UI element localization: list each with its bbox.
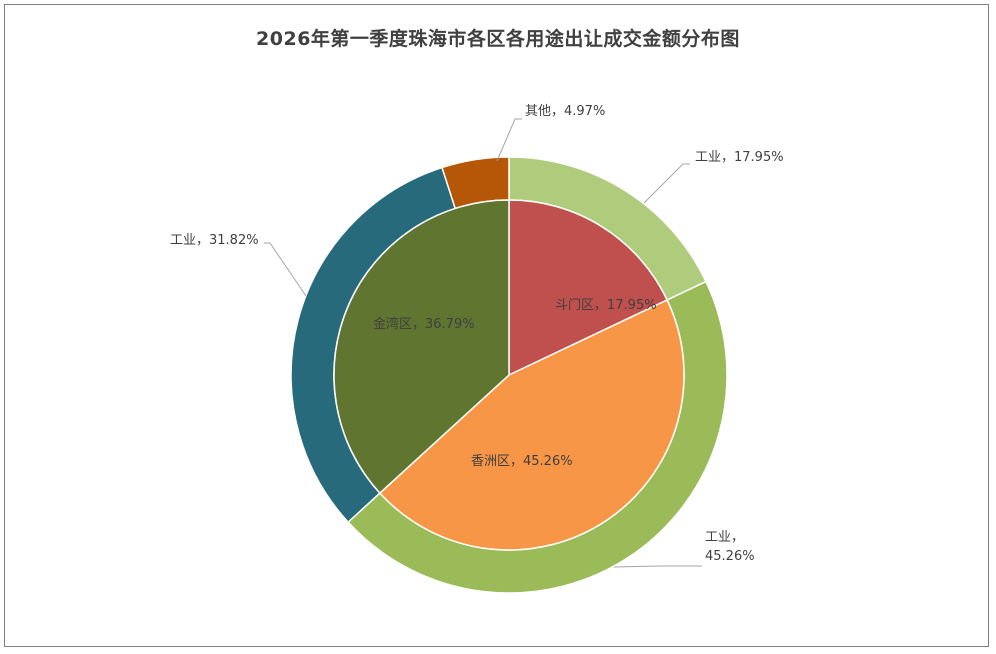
inner-slice-2 (333, 199, 510, 495)
leader-line-industry-3 (264, 242, 307, 297)
label-industry-2-line1: 工业， (705, 530, 744, 545)
inner-slice-0 (508, 199, 669, 377)
leader-line-industry-1 (643, 163, 690, 204)
label-jinwan: 金湾区，36.79% (373, 316, 475, 332)
data-labels: 其他，4.97% 工业，17.95% 工业，31.82% 工业， 45.26% … (170, 104, 784, 564)
inner-ring (333, 199, 685, 551)
label-other: 其他，4.97% (525, 104, 605, 119)
label-xiangzhou: 香洲区，45.26% (471, 454, 573, 469)
label-industry-2-line2: 45.26% (705, 549, 755, 564)
leader-line-industry-2 (613, 565, 702, 568)
label-doumen: 斗门区，17.95% (555, 298, 657, 313)
leader-lines (264, 118, 702, 568)
label-industry-1: 工业，17.95% (695, 150, 784, 165)
label-industry-3: 工业，31.82% (170, 233, 259, 248)
chart-title: 2026年第一季度珠海市各区各用途出让成交金额分布图 (256, 28, 740, 50)
leader-line-other (496, 118, 522, 162)
outer-ring (290, 156, 728, 594)
inner-slice-1 (378, 298, 685, 551)
